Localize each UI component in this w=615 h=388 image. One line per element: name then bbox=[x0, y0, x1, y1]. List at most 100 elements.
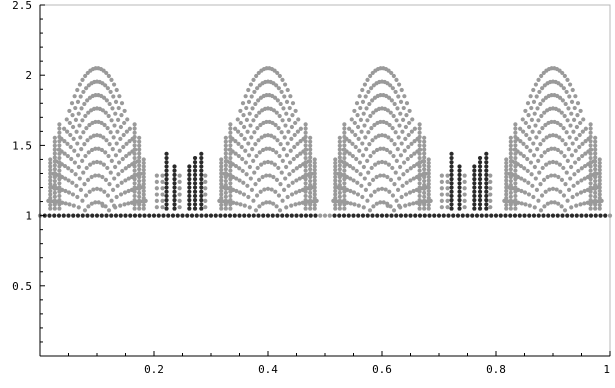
data-point bbox=[83, 153, 88, 159]
data-point bbox=[528, 160, 534, 165]
data-point bbox=[597, 164, 602, 169]
data-point bbox=[141, 167, 146, 173]
data-point bbox=[234, 176, 239, 181]
data-point bbox=[388, 177, 394, 182]
data-point bbox=[521, 129, 526, 134]
data-point bbox=[534, 135, 539, 140]
data-point bbox=[530, 183, 535, 188]
data-point bbox=[588, 185, 593, 190]
data-point bbox=[48, 157, 53, 162]
data-point bbox=[82, 101, 87, 107]
data-point bbox=[118, 192, 124, 197]
data-point bbox=[417, 143, 422, 148]
data-point bbox=[574, 192, 580, 197]
data-point bbox=[513, 206, 518, 211]
data-point bbox=[298, 139, 303, 144]
data-point bbox=[154, 198, 159, 203]
data-point bbox=[132, 160, 137, 165]
data-point bbox=[65, 129, 70, 134]
data-point bbox=[107, 142, 112, 147]
data-point bbox=[395, 187, 401, 192]
data-point bbox=[397, 176, 402, 181]
data-point bbox=[504, 185, 509, 190]
data-point bbox=[94, 159, 100, 165]
data-point bbox=[132, 139, 137, 144]
data-point bbox=[246, 153, 252, 158]
data-point bbox=[449, 155, 454, 161]
data-point bbox=[348, 188, 353, 194]
data-point bbox=[513, 181, 518, 186]
data-point bbox=[66, 213, 71, 218]
data-point bbox=[250, 147, 255, 152]
data-point bbox=[273, 122, 278, 128]
data-point bbox=[88, 135, 93, 140]
data-point bbox=[407, 190, 413, 195]
data-point bbox=[366, 130, 371, 135]
data-point bbox=[535, 147, 540, 152]
data-point bbox=[253, 142, 258, 147]
data-point bbox=[288, 160, 293, 165]
data-point bbox=[395, 147, 400, 152]
data-point bbox=[531, 194, 536, 200]
data-point bbox=[137, 167, 142, 172]
data-point bbox=[539, 153, 544, 159]
data-point bbox=[543, 122, 548, 128]
data-point bbox=[597, 174, 602, 180]
data-point bbox=[223, 178, 228, 184]
data-point bbox=[76, 205, 81, 210]
data-point bbox=[303, 139, 308, 144]
data-point bbox=[102, 189, 107, 194]
data-point bbox=[94, 213, 100, 218]
data-point bbox=[337, 213, 342, 218]
data-point bbox=[57, 202, 62, 207]
data-point bbox=[583, 126, 588, 131]
data-point bbox=[422, 167, 427, 172]
data-point bbox=[504, 171, 509, 176]
data-point bbox=[333, 181, 338, 187]
data-point bbox=[445, 198, 450, 203]
data-point bbox=[352, 108, 357, 114]
data-point bbox=[256, 98, 261, 103]
data-point bbox=[439, 192, 444, 197]
data-point bbox=[552, 146, 557, 151]
data-point bbox=[252, 89, 257, 95]
data-point bbox=[547, 160, 552, 165]
data-point bbox=[244, 105, 249, 111]
data-point bbox=[63, 188, 68, 194]
data-point bbox=[342, 139, 347, 144]
data-point bbox=[85, 98, 90, 103]
data-point bbox=[124, 129, 129, 134]
data-point bbox=[48, 164, 53, 169]
data-point bbox=[457, 189, 462, 194]
data-point bbox=[79, 106, 84, 111]
data-point bbox=[132, 168, 137, 173]
data-point bbox=[593, 163, 598, 168]
data-point bbox=[351, 166, 356, 171]
data-point bbox=[349, 117, 354, 122]
data-point bbox=[298, 151, 303, 156]
data-point bbox=[303, 202, 308, 207]
data-point bbox=[289, 203, 294, 208]
data-point bbox=[409, 129, 414, 134]
data-point bbox=[588, 134, 593, 140]
data-point bbox=[172, 185, 177, 190]
data-point bbox=[297, 201, 302, 206]
data-point bbox=[449, 172, 454, 177]
data-point bbox=[333, 171, 338, 176]
data-point bbox=[228, 193, 233, 199]
data-point bbox=[96, 200, 101, 205]
data-point bbox=[199, 151, 204, 156]
data-point bbox=[359, 129, 364, 134]
data-point bbox=[568, 123, 573, 128]
data-point bbox=[359, 183, 364, 188]
data-point bbox=[375, 213, 380, 218]
data-point bbox=[262, 160, 267, 165]
data-point bbox=[187, 164, 192, 169]
data-point bbox=[243, 160, 248, 165]
data-point bbox=[370, 98, 375, 103]
data-point bbox=[537, 89, 542, 95]
data-point bbox=[78, 187, 84, 192]
data-point bbox=[559, 110, 564, 115]
data-point bbox=[333, 192, 338, 197]
data-point bbox=[541, 138, 546, 143]
